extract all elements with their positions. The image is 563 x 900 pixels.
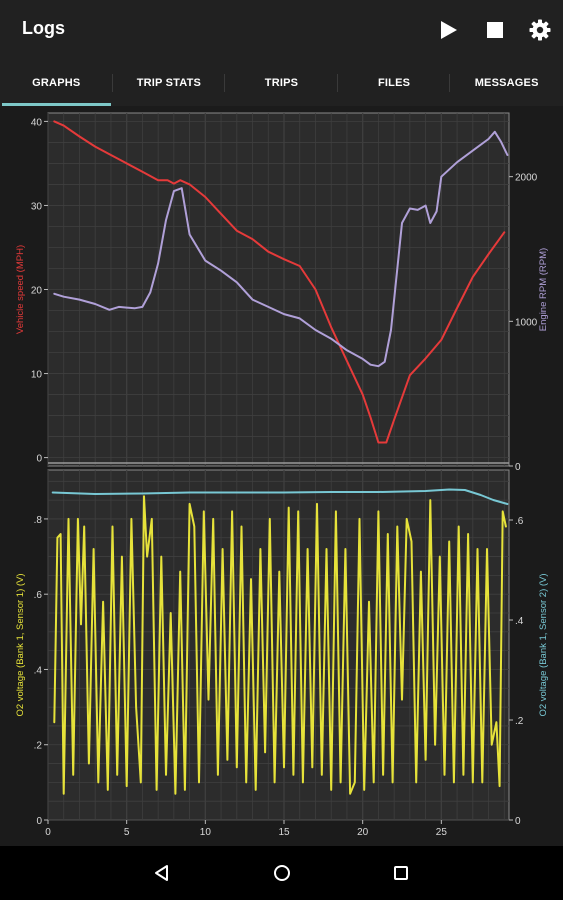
system-nav-bar <box>0 846 563 900</box>
home-button[interactable] <box>268 859 296 887</box>
x-axis-tick-label: 5 <box>124 827 130 838</box>
left-axis-tick-label: .2 <box>34 741 43 752</box>
left-axis-tick-label: 30 <box>31 201 43 212</box>
right-axis-tick-label: .2 <box>515 716 524 727</box>
tab-graphs[interactable]: GRAPHS <box>0 60 113 106</box>
right-axis-tick-label: 0 <box>515 816 521 827</box>
tab-bar: GRAPHS TRIP STATS TRIPS FILES MESSAGES <box>0 60 563 106</box>
grid-lines <box>47 113 509 466</box>
left-axis-label: Vehicle speed (MPH) <box>15 245 26 334</box>
left-axis-tick-label: 40 <box>31 117 43 128</box>
series-line-vehicle-speed-mph <box>53 120 506 444</box>
page-title: Logs <box>22 18 65 38</box>
left-axis-tick-label: .6 <box>34 590 43 601</box>
right-axis-tick-label: 1000 <box>515 317 538 328</box>
left-axis-tick-label: 10 <box>31 370 43 381</box>
tab-divider <box>449 74 451 92</box>
left-axis-tick-label: 0 <box>36 816 42 827</box>
tab-divider <box>336 74 338 92</box>
left-axis-tick-label: .4 <box>34 665 43 676</box>
back-icon <box>155 865 168 881</box>
x-axis-tick-label: 10 <box>200 827 212 838</box>
recents-icon <box>394 866 408 880</box>
tab-trips[interactable]: TRIPS <box>225 60 338 106</box>
left-axis-tick-label: 0 <box>36 454 42 465</box>
chart-panel-2: 0 .2 .4 .6 .8 0 .2 .4 .6 0 5 10 15 20 25 O2 voltage (Ba… <box>15 469 549 838</box>
series-line-engine-rpm-rpm <box>53 130 509 368</box>
stop-button[interactable] <box>481 16 509 44</box>
settings-button[interactable] <box>526 16 554 44</box>
tab-label: FILES <box>377 77 411 89</box>
tab-trip-stats[interactable]: TRIP STATS <box>113 60 226 106</box>
tab-messages[interactable]: MESSAGES <box>450 60 563 106</box>
right-axis-label: Engine RPM (RPM) <box>538 248 549 331</box>
x-axis-tick-label: 20 <box>357 827 369 838</box>
right-axis-tick-label: 0 <box>515 462 521 473</box>
series-line-o2-voltage-bank-1-sensor-2-v <box>51 488 509 505</box>
right-axis-label: O2 voltage (Bank 1, Sensor 2) (V) <box>538 573 549 716</box>
tab-label: TRIP STATS <box>136 77 202 89</box>
tab-label: GRAPHS <box>32 77 81 89</box>
x-axis-tick-label: 15 <box>278 827 290 838</box>
tab-label: MESSAGES <box>474 77 539 89</box>
right-axis-tick-label: .4 <box>515 616 524 627</box>
app-bar: Logs <box>0 0 563 60</box>
chart-panel-1: 0 10 20 30 40 0 1000 2000 Vehicle speed (MPH) Eng… <box>15 112 549 473</box>
graphs-panel: 0 10 20 30 40 0 1000 2000 Vehicle speed (MPH) Eng… <box>0 106 563 846</box>
x-axis-tick-label: 0 <box>45 827 51 838</box>
right-axis-tick-label: 2000 <box>515 173 538 184</box>
right-axis-tick-label: .6 <box>515 516 524 527</box>
recents-button[interactable] <box>387 859 415 887</box>
series-line-o2-voltage-bank-1-sensor-1-v <box>53 495 507 795</box>
left-axis-tick-label: 20 <box>31 286 43 297</box>
left-axis-tick-label: .8 <box>34 515 43 526</box>
stop-icon <box>487 22 503 38</box>
gear-icon <box>529 19 551 41</box>
left-axis-label: O2 voltage (Bank 1, Sensor 1) (V) <box>15 573 26 716</box>
tab-files[interactable]: FILES <box>338 60 451 106</box>
tab-label: TRIPS <box>264 77 299 89</box>
tab-divider <box>224 74 226 92</box>
play-icon <box>441 21 457 39</box>
back-button[interactable] <box>148 859 176 887</box>
x-axis-tick-label: 25 <box>436 827 448 838</box>
home-icon <box>274 865 290 881</box>
tab-divider <box>111 74 113 92</box>
play-button[interactable] <box>434 16 462 44</box>
